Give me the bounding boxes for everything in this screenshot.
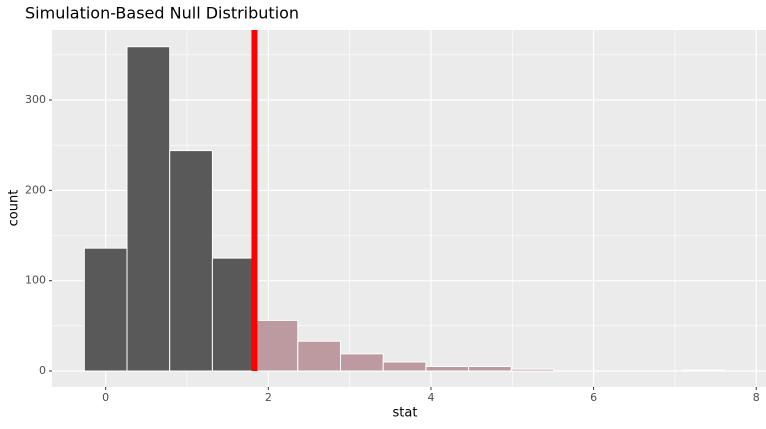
y-tick-label: 300 [25,93,46,106]
chart-title: Simulation-Based Null Distribution [25,4,299,23]
x-tick-label: 4 [427,391,434,404]
y-tick-label: 200 [25,183,46,196]
bar [83,247,128,372]
bar [468,365,512,372]
bar [681,369,726,372]
x-tick-label: 8 [753,391,760,404]
bar [425,365,470,372]
y-tick-label: 100 [25,274,46,287]
bar [211,257,256,372]
bar [126,46,171,372]
x-tick-label: 2 [265,391,272,404]
y-axis-title: count [7,190,22,227]
bar [254,319,299,372]
bar [510,368,555,372]
x-tick-label: 0 [102,391,109,404]
x-tick-label: 6 [590,391,597,404]
bar [382,361,427,372]
x-axis-title: stat [393,406,418,421]
bar [339,353,384,372]
bar [169,150,213,372]
y-tick-label: 0 [39,364,46,377]
bar [297,340,341,372]
